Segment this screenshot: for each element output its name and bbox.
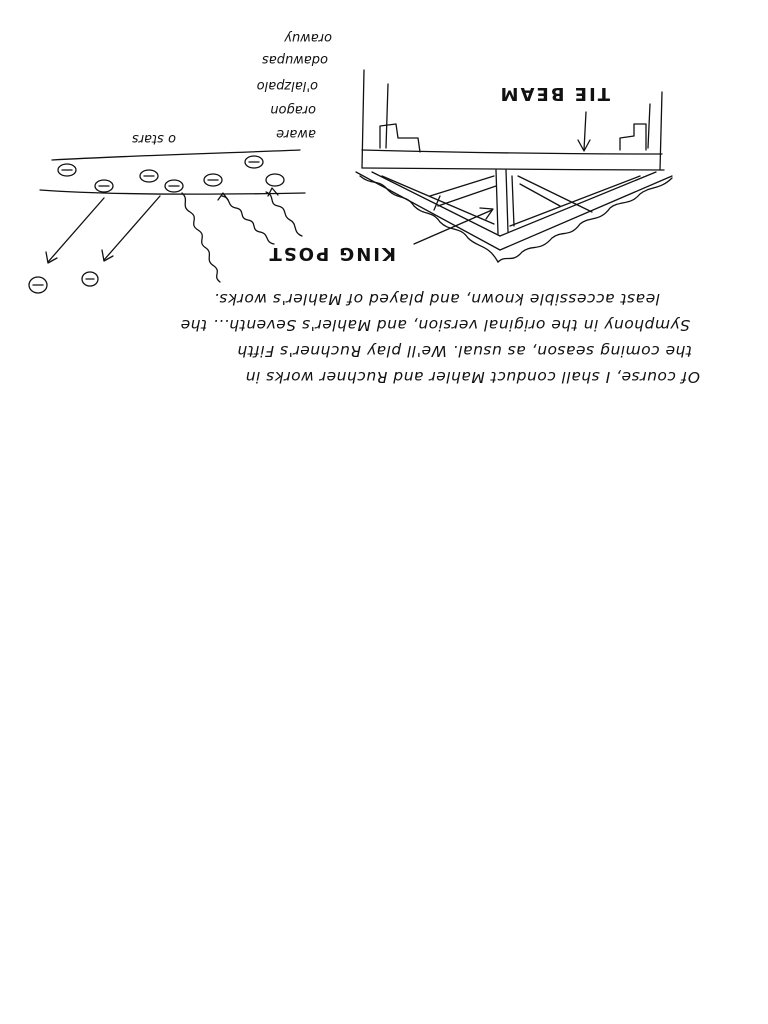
legend-item: o'lalzpalo [257,78,318,93]
particle [164,179,184,193]
band-bottom-line [39,189,306,195]
legend-item: orawuy [284,30,332,45]
strut [517,175,593,213]
particle-band-diagram [28,149,306,294]
king-post-label: KING POST [268,243,397,264]
particle [139,169,159,183]
strut [429,175,497,207]
particle [28,276,48,294]
paragraph-line: the coming season, as usual. We'll play … [237,342,692,360]
legend-item: oragon [270,102,316,117]
tie-beam-label: TIE BEAM [499,83,610,104]
wavy-ray [265,191,303,237]
legend-item: odawupas [262,52,328,67]
king-post-arrow [413,209,493,245]
legend-item: aware [276,126,316,141]
legend-list: aware oragon o'lalzpalo odawupas orawuy [257,30,332,141]
paragraph-line: Symphony in the original version, and Ma… [180,316,690,334]
tie-beam [361,149,663,155]
wavy-ray [221,195,275,245]
right-wall [659,91,663,171]
handwritten-paragraph: Of course, I shall conduct Mahler and Ru… [180,290,700,386]
left-rafter [355,171,501,251]
ray-arrow [103,195,161,261]
right-rafter [499,175,673,251]
particle [203,173,223,187]
particle [265,173,285,187]
paragraph-line: Of course, I shall conduct Mahler and Ru… [245,368,700,386]
king-post [495,169,499,235]
particle [244,155,264,169]
left-wall [361,69,365,169]
tie-beam-arrow [583,111,587,151]
paragraph-line: least accessible known, and played of Ma… [214,290,660,308]
ray-arrow [47,197,105,263]
band-top-line [51,149,301,161]
wavy-ray [181,192,221,283]
particle [81,271,99,287]
particle [94,179,114,193]
stars-label: o stars [132,131,176,146]
particle [57,163,77,177]
king-post-truss-diagram [355,69,673,263]
